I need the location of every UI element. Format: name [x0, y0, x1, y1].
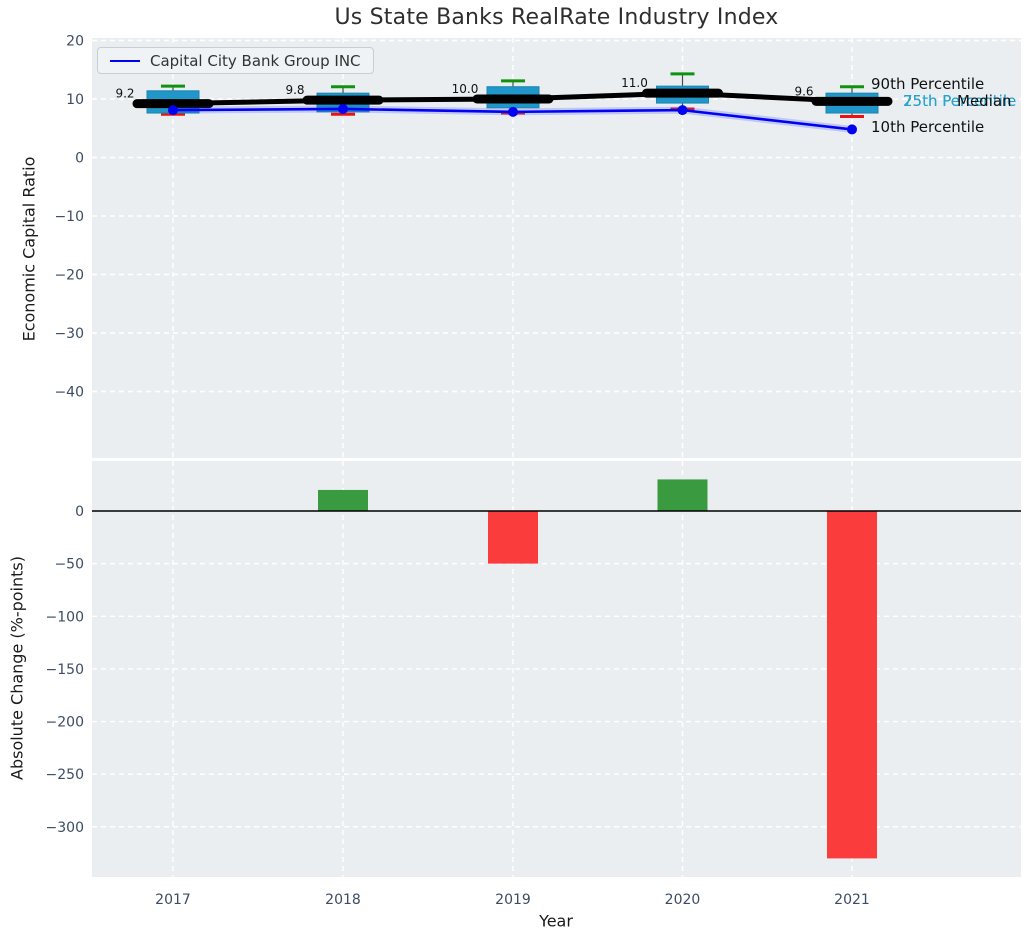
top-y-axis-label: Economic Capital Ratio	[19, 156, 39, 342]
change-bar-2019	[488, 511, 538, 564]
annotation-25th-percentile: 25th Percentile	[903, 92, 1017, 110]
bottom-y-tick-label: 0	[75, 504, 84, 520]
company-point	[338, 103, 348, 114]
company-point	[168, 105, 178, 116]
median-value-label: 9.2	[115, 87, 134, 101]
bottom-y-axis-label: Absolute Change (%-points)	[7, 556, 27, 780]
bottom-y-tick-label: −250	[46, 767, 84, 783]
legend-line-sample	[110, 59, 140, 62]
bottom-y-tick-label: −300	[46, 820, 84, 836]
x-tick-label: 2019	[495, 892, 531, 908]
top-y-tick-label: 20	[66, 34, 84, 50]
median-value-label: 10.0	[452, 82, 479, 96]
top-y-tick-label: −10	[54, 209, 84, 225]
bottom-y-tick-label: −50	[54, 557, 84, 573]
x-axis-label: Year	[539, 911, 573, 931]
top-y-tick-label: 0	[75, 151, 84, 167]
top-y-tick-label: 10	[66, 92, 84, 108]
x-tick-label: 2020	[665, 892, 701, 908]
x-tick-label: 2017	[155, 892, 191, 908]
company-point	[677, 105, 688, 116]
bottom-y-tick-label: −150	[46, 662, 84, 678]
legend: Capital City Bank Group INC	[97, 47, 374, 74]
x-tick-label: 2018	[325, 892, 361, 908]
bottom-y-tick-label: −100	[46, 609, 84, 625]
median-value-label: 9.8	[285, 83, 304, 97]
company-point	[847, 124, 857, 135]
x-tick-label: 2021	[834, 892, 870, 908]
median-value-label: 11.0	[621, 76, 648, 90]
annotation-10th-percentile: 10th Percentile	[871, 118, 985, 136]
top-y-tick-label: −30	[54, 326, 84, 342]
bottom-y-tick-label: −200	[46, 715, 84, 731]
top-y-tick-label: −40	[54, 385, 84, 401]
top-y-tick-label: −20	[54, 268, 84, 284]
change-bar-2021	[827, 511, 877, 859]
change-bar-2018	[318, 489, 368, 511]
change-bar-2020	[657, 479, 708, 511]
annotation-median: Median	[957, 92, 1012, 110]
legend-label: Capital City Bank Group INC	[150, 51, 361, 70]
chart-title: Us State Banks RealRate Industry Index	[334, 5, 779, 30]
annotation-75th-percentile: 75th Percentile	[903, 92, 1017, 110]
median-value-label: 9.6	[794, 84, 813, 98]
annotation-90th-percentile: 90th Percentile	[871, 75, 985, 93]
company-point	[508, 106, 518, 117]
